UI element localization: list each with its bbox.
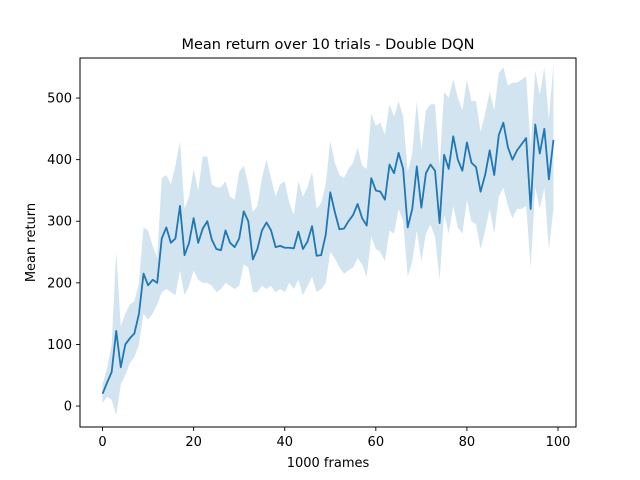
y-tick-label: 400 (47, 153, 72, 168)
x-tick-label: 0 (98, 435, 106, 450)
y-tick-label: 200 (47, 276, 72, 291)
x-tick-label: 80 (459, 435, 476, 450)
x-tick-label: 20 (185, 435, 202, 450)
mean-return-line (101, 121, 555, 395)
x-tick-label: 40 (276, 435, 293, 450)
x-axis-ticks: 0 20 40 60 80 100 (98, 427, 570, 450)
x-tick-label: 100 (546, 435, 571, 450)
y-tick-label: 500 (47, 92, 72, 107)
x-tick-label: 60 (368, 435, 385, 450)
x-axis-label: 1000 frames (287, 456, 370, 471)
axes-frame (79, 57, 577, 428)
plot-area (101, 64, 555, 416)
y-axis-ticks: 0 100 200 300 400 500 (47, 92, 80, 415)
y-tick-label: 300 (47, 215, 72, 230)
confidence-band (102, 64, 554, 416)
chart-title: Mean return over 10 trials - Double DQN (181, 37, 474, 53)
y-axis-label: Mean return (24, 203, 39, 282)
y-tick-label: 0 (64, 400, 72, 415)
y-tick-label: 100 (47, 338, 72, 353)
